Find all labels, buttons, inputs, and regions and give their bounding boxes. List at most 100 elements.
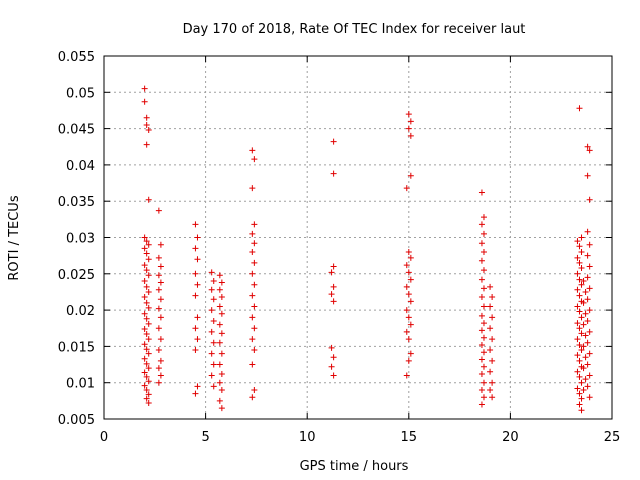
data-point [580,278,587,285]
data-point [586,263,593,270]
data-point [574,254,581,261]
data-point [407,298,414,305]
data-point [216,303,223,310]
data-point [157,314,164,321]
data-point [478,240,485,247]
data-point [574,320,581,327]
data-point [576,243,583,250]
data-point [328,344,335,351]
data-point [143,141,150,148]
data-point [157,372,164,379]
data-point [208,269,215,276]
y-axis: 0.005 0.01 0.015 0.02 0.025 0.03 0.035 0.04 0.04… [58,50,612,428]
data-point [478,189,485,196]
data-point [489,394,496,401]
data-point [478,370,485,377]
data-point [208,350,215,357]
data-point [576,390,583,397]
data-point [478,356,485,363]
data-point [478,276,485,283]
data-points [141,85,593,414]
data-point [141,278,148,285]
data-point [576,292,583,299]
data-point [141,245,148,252]
data-point [155,286,162,293]
data-point [218,386,225,393]
data-point [403,372,410,379]
data-point [251,347,258,354]
data-point [586,328,593,335]
data-point [145,400,152,407]
data-point [143,331,150,338]
x-tick-label: 25 [604,430,621,445]
data-point [145,320,152,327]
data-point [157,357,164,364]
data-point [478,386,485,393]
y-tick-label: 0.03 [66,232,95,247]
data-point [487,325,494,332]
data-point [141,355,148,362]
data-point [574,286,581,293]
data-point [576,325,583,332]
data-point [403,185,410,192]
data-point [328,269,335,276]
data-point [330,354,337,361]
data-point [249,270,256,277]
data-point [157,241,164,248]
x-axis: 0 5 10 15 20 25 [100,56,620,445]
data-point [489,336,496,343]
data-point [155,347,162,354]
data-point [582,288,589,295]
data-point [192,390,199,397]
data-point [216,286,223,293]
data-point [480,320,487,327]
y-tick-label: 0.04 [66,159,95,174]
data-point [157,279,164,286]
data-point [145,256,152,263]
data-point [407,276,414,283]
data-point [478,221,485,228]
data-point [405,125,412,132]
data-point [403,307,410,314]
data-point [407,321,414,328]
data-point [582,354,589,361]
data-point [194,281,201,288]
data-point [580,343,587,350]
data-point [480,334,487,341]
data-point [218,350,225,357]
data-point [480,249,487,256]
data-point [576,357,583,364]
data-point [251,259,258,266]
data-point [586,147,593,154]
data-point [480,363,487,370]
data-point [249,230,256,237]
data-point [251,325,258,332]
data-point [405,111,412,118]
data-point [141,234,148,241]
data-point [586,350,593,357]
data-point [584,361,591,368]
data-point [192,221,199,228]
data-point [143,360,150,367]
data-point [407,350,414,357]
data-point [580,365,587,372]
data-point [216,379,223,386]
data-point [192,347,199,354]
data-point [578,249,585,256]
data-point [216,339,223,346]
data-point [480,267,487,274]
data-point [478,294,485,301]
data-point [143,395,150,402]
data-point [586,285,593,292]
data-point [578,281,585,288]
data-point [489,379,496,386]
y-tick-label: 0.05 [66,86,95,101]
y-tick-label: 0.02 [66,304,95,319]
data-point [145,304,152,311]
data-point [216,361,223,368]
data-point [157,263,164,270]
x-tick-label: 5 [201,430,209,445]
data-point [251,240,258,247]
data-point [489,314,496,321]
data-point [584,228,591,235]
